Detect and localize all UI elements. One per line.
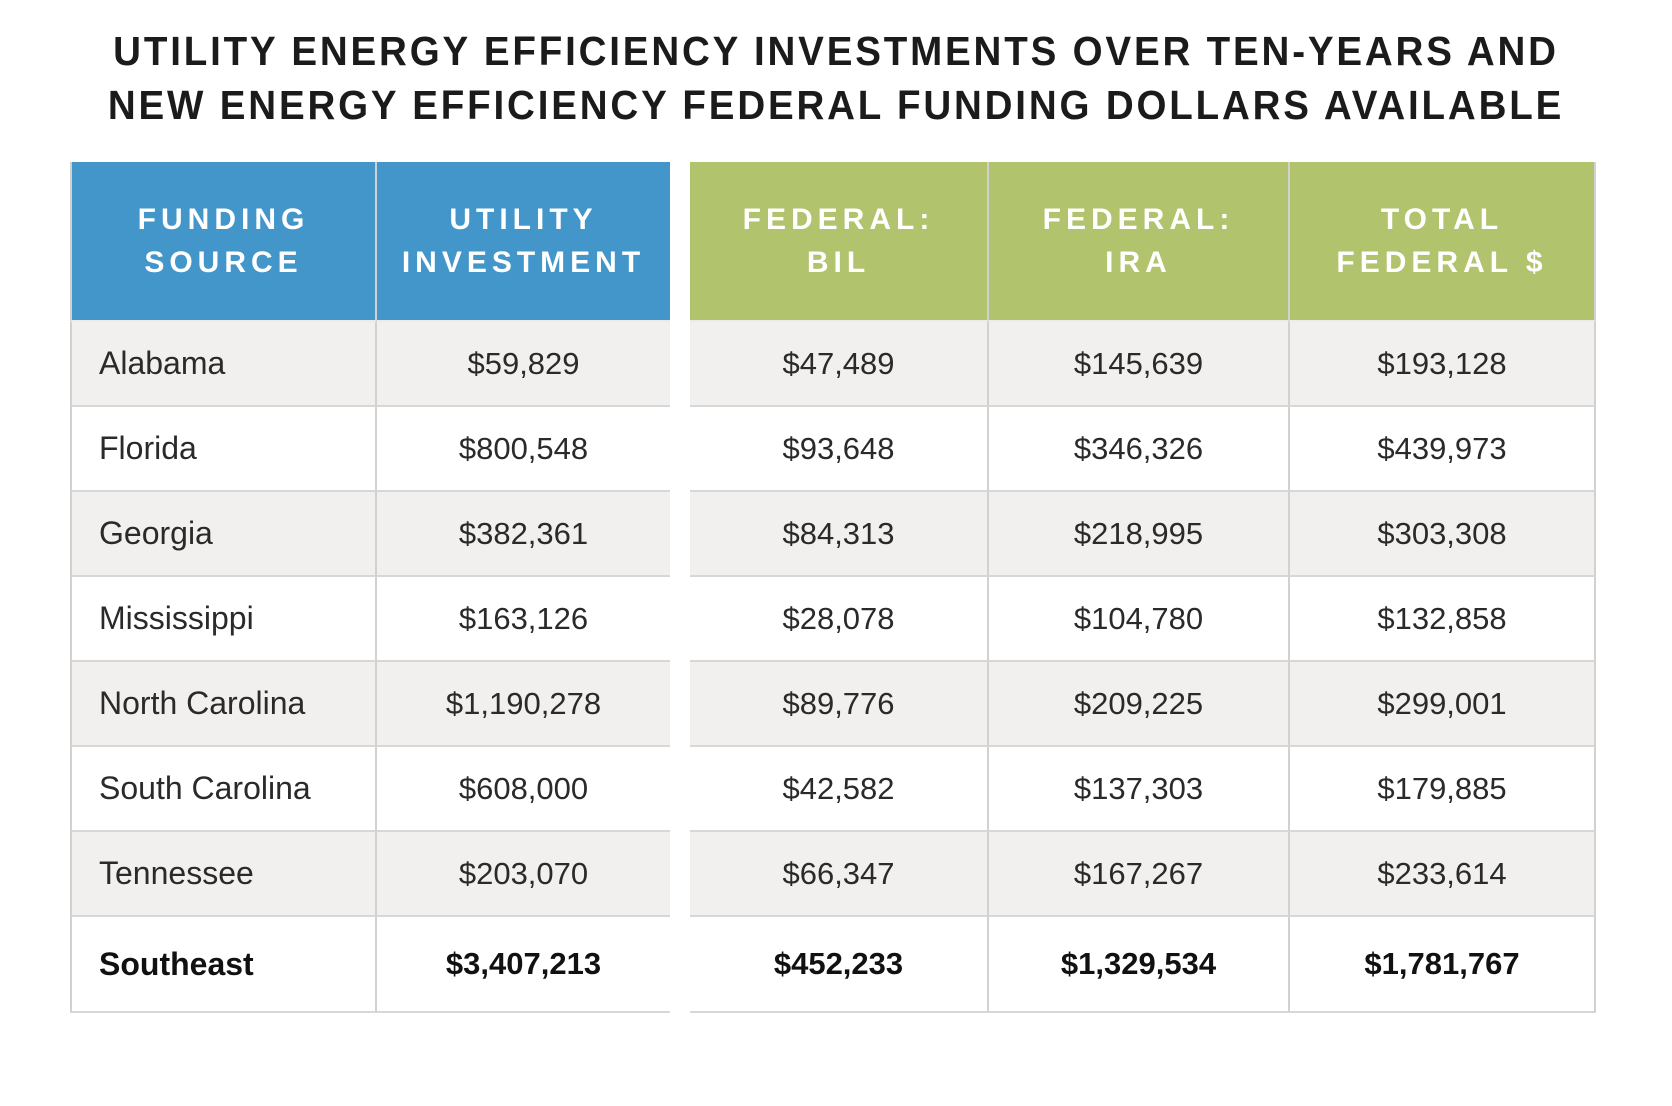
- utility-value-cell: $203,070: [377, 832, 670, 918]
- header-utility-investment: UTILITY INVESTMENT: [377, 162, 670, 323]
- state-name-cell: Florida: [70, 407, 377, 493]
- ira-value-cell: $167,267: [987, 832, 1288, 918]
- utility-value-cell: $163,126: [377, 577, 670, 663]
- column-gap: [670, 662, 690, 748]
- bil-value-cell: $66,347: [690, 832, 987, 918]
- total-value-cell: $299,001: [1288, 662, 1596, 748]
- header-total-federal: TOTAL FEDERAL $: [1288, 162, 1596, 323]
- table-row-south-carolina: South Carolina $608,000 $42,582 $137,303 $17…: [70, 747, 1596, 833]
- state-name-cell: Southeast: [70, 917, 377, 1014]
- state-name-cell: South Carolina: [70, 747, 377, 833]
- funding-table: FUNDING SOURCE UTILITY INVESTMENT FEDERA…: [70, 162, 1596, 1014]
- column-gap: [670, 407, 690, 493]
- table-row-alabama: Alabama $59,829 $47,489 $145,639 $193,128: [70, 322, 1596, 408]
- utility-value-cell: $1,190,278: [377, 662, 670, 748]
- utility-value-cell: $59,829: [377, 322, 670, 408]
- total-value-cell: $193,128: [1288, 322, 1596, 408]
- bil-value-cell: $28,078: [690, 577, 987, 663]
- column-gap: [670, 322, 690, 408]
- column-gap: [670, 577, 690, 663]
- page-title: UTILITY ENERGY EFFICIENCY INVESTMENTS OV…: [0, 24, 1672, 132]
- header-funding-source: FUNDING SOURCE: [70, 162, 377, 323]
- table-body: Alabama $59,829 $47,489 $145,639 $193,128 Flo…: [70, 322, 1596, 1014]
- state-name-cell: Alabama: [70, 322, 377, 408]
- total-value-cell: $132,858: [1288, 577, 1596, 663]
- state-name-cell: Georgia: [70, 492, 377, 578]
- ira-value-cell: $145,639: [987, 322, 1288, 408]
- utility-value-cell: $3,407,213: [377, 917, 670, 1014]
- column-gap: [670, 917, 690, 1014]
- ira-value-cell: $218,995: [987, 492, 1288, 578]
- total-value-cell: $179,885: [1288, 747, 1596, 833]
- table-row-mississippi: Mississippi $163,126 $28,078 $104,780 $132,8…: [70, 577, 1596, 663]
- bil-value-cell: $452,233: [690, 917, 987, 1014]
- table-row-southeast-total: Southeast $3,407,213 $452,233 $1,329,534 $1,…: [70, 917, 1596, 1014]
- table-row-tennessee: Tennessee $203,070 $66,347 $167,267 $233,614: [70, 832, 1596, 918]
- utility-value-cell: $382,361: [377, 492, 670, 578]
- page-title-line-1: UTILITY ENERGY EFFICIENCY INVESTMENTS OV…: [113, 28, 1559, 74]
- state-name-cell: Tennessee: [70, 832, 377, 918]
- table-row-north-carolina: North Carolina $1,190,278 $89,776 $209,225 $…: [70, 662, 1596, 748]
- state-name-cell: Mississippi: [70, 577, 377, 663]
- bil-value-cell: $89,776: [690, 662, 987, 748]
- bil-value-cell: $93,648: [690, 407, 987, 493]
- total-value-cell: $439,973: [1288, 407, 1596, 493]
- table-row-florida: Florida $800,548 $93,648 $346,326 $439,973: [70, 407, 1596, 493]
- bil-value-cell: $47,489: [690, 322, 987, 408]
- ira-value-cell: $346,326: [987, 407, 1288, 493]
- column-gap: [670, 747, 690, 833]
- ira-value-cell: $1,329,534: [987, 917, 1288, 1014]
- page: { "title": { "line1": "UTILITY ENERGY EF…: [0, 24, 1672, 1106]
- state-name-cell: North Carolina: [70, 662, 377, 748]
- total-value-cell: $233,614: [1288, 832, 1596, 918]
- column-gap: [670, 832, 690, 918]
- total-value-cell: $303,308: [1288, 492, 1596, 578]
- bil-value-cell: $42,582: [690, 747, 987, 833]
- total-value-cell: $1,781,767: [1288, 917, 1596, 1014]
- table-row-georgia: Georgia $382,361 $84,313 $218,995 $303,308: [70, 492, 1596, 578]
- bil-value-cell: $84,313: [690, 492, 987, 578]
- header-federal-bil: FEDERAL: BIL: [690, 162, 987, 323]
- table-header-row: FUNDING SOURCE UTILITY INVESTMENT FEDERA…: [70, 162, 1596, 323]
- utility-value-cell: $608,000: [377, 747, 670, 833]
- header-federal-ira: FEDERAL: IRA: [987, 162, 1288, 323]
- page-title-line-2: NEW ENERGY EFFICIENCY FEDERAL FUNDING DO…: [107, 82, 1565, 129]
- utility-value-cell: $800,548: [377, 407, 670, 493]
- ira-value-cell: $104,780: [987, 577, 1288, 663]
- column-gap: [670, 492, 690, 578]
- column-gap: [670, 162, 690, 323]
- ira-value-cell: $137,303: [987, 747, 1288, 833]
- ira-value-cell: $209,225: [987, 662, 1288, 748]
